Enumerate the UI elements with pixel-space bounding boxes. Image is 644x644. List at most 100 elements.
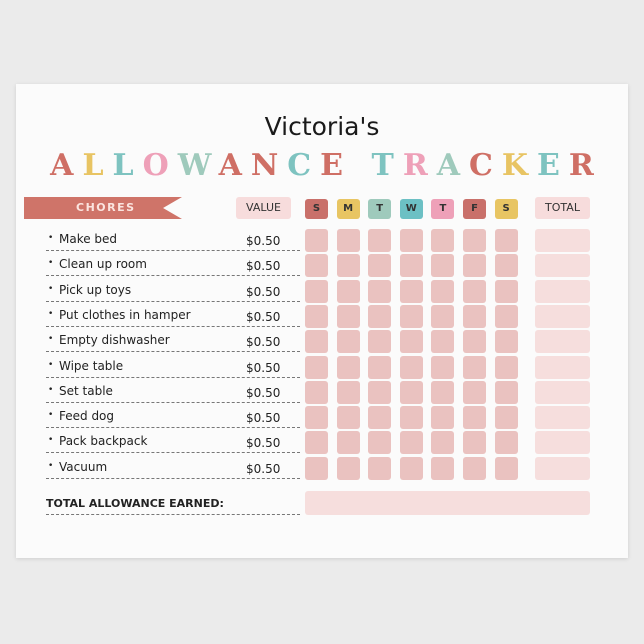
check-cell[interactable] — [305, 330, 328, 354]
check-cell[interactable] — [494, 431, 518, 455]
chore-name: Feed dog — [59, 409, 115, 424]
check-cell[interactable] — [368, 254, 392, 278]
row-total-cell[interactable] — [535, 330, 590, 354]
check-cell[interactable] — [368, 431, 392, 455]
day-header: S — [305, 199, 328, 219]
day-header: S — [494, 199, 518, 219]
check-cell[interactable] — [399, 431, 423, 455]
check-cell[interactable] — [368, 330, 392, 354]
bullet: • — [48, 359, 54, 370]
day-header: T — [431, 199, 455, 219]
check-cell[interactable] — [494, 279, 518, 303]
check-cell[interactable] — [336, 406, 360, 430]
check-cell[interactable] — [494, 330, 518, 354]
check-cell[interactable] — [463, 406, 486, 430]
check-cell[interactable] — [368, 380, 392, 404]
chore-value: $0.50 — [246, 335, 281, 350]
check-cell[interactable] — [431, 380, 455, 404]
check-cell[interactable] — [305, 456, 328, 480]
check-cell[interactable] — [463, 431, 486, 455]
row-total-cell[interactable] — [535, 229, 590, 252]
check-cell[interactable] — [431, 304, 455, 328]
check-cell[interactable] — [336, 431, 360, 455]
check-cell[interactable] — [399, 406, 423, 430]
check-cell[interactable] — [494, 254, 518, 278]
title-letter: L — [82, 148, 113, 183]
check-cell[interactable] — [368, 229, 392, 252]
check-cell[interactable] — [431, 456, 455, 480]
check-cell[interactable] — [305, 406, 328, 430]
check-cell[interactable] — [368, 304, 392, 328]
row-total-cell[interactable] — [535, 380, 590, 404]
check-cell[interactable] — [431, 431, 455, 455]
value-header: VALUE — [236, 197, 291, 219]
check-cell[interactable] — [463, 254, 486, 278]
row-total-cell[interactable] — [535, 304, 590, 328]
check-cell[interactable] — [305, 304, 328, 328]
check-cell[interactable] — [305, 279, 328, 303]
check-cell[interactable] — [463, 304, 486, 328]
check-cell[interactable] — [463, 330, 486, 354]
check-cell[interactable] — [494, 229, 518, 252]
row-total-cell[interactable] — [535, 431, 590, 455]
row-total-cell[interactable] — [535, 406, 590, 430]
check-cell[interactable] — [305, 355, 328, 379]
check-cell[interactable] — [336, 456, 360, 480]
check-cell[interactable] — [305, 380, 328, 404]
check-cell[interactable] — [494, 355, 518, 379]
check-cell[interactable] — [336, 380, 360, 404]
check-cell[interactable] — [336, 304, 360, 328]
check-cell[interactable] — [431, 355, 455, 379]
check-cell[interactable] — [399, 330, 423, 354]
check-cell[interactable] — [336, 229, 360, 252]
check-cell[interactable] — [399, 380, 423, 404]
check-cell[interactable] — [305, 254, 328, 278]
row-total-cell[interactable] — [535, 355, 590, 379]
check-cell[interactable] — [494, 406, 518, 430]
title-letter: R — [402, 148, 437, 183]
chore-name: Make bed — [59, 232, 118, 246]
check-cell[interactable] — [336, 355, 360, 379]
row-total-cell[interactable] — [535, 279, 590, 303]
check-cell[interactable] — [494, 304, 518, 328]
check-cell[interactable] — [399, 355, 423, 379]
chore-name: Clean up room — [59, 257, 147, 272]
check-cell[interactable] — [368, 456, 392, 480]
check-cell[interactable] — [336, 330, 360, 354]
check-cell[interactable] — [463, 229, 486, 252]
check-cell[interactable] — [431, 406, 455, 430]
check-cell[interactable] — [399, 456, 423, 480]
check-cell[interactable] — [431, 229, 455, 252]
chore-row: • Pick up toys $0.50 — [46, 280, 300, 302]
title-letter: N — [250, 148, 288, 183]
check-cell[interactable] — [368, 355, 392, 379]
total-allowance-field[interactable] — [305, 491, 590, 515]
check-cell[interactable] — [368, 406, 392, 430]
check-cell[interactable] — [494, 456, 518, 480]
check-cell[interactable] — [305, 431, 328, 455]
check-cell[interactable] — [399, 279, 423, 303]
check-cell[interactable] — [399, 304, 423, 328]
check-cell[interactable] — [431, 330, 455, 354]
chore-value: $0.50 — [246, 309, 281, 324]
bullet: • — [48, 258, 54, 269]
check-cell[interactable] — [463, 380, 486, 404]
check-cell[interactable] — [368, 279, 392, 303]
check-cell[interactable] — [399, 254, 423, 278]
check-cell[interactable] — [399, 229, 423, 252]
check-cell[interactable] — [431, 254, 455, 278]
check-cell[interactable] — [336, 254, 360, 278]
check-cell[interactable] — [463, 355, 486, 379]
check-cell[interactable] — [431, 279, 455, 303]
check-cell[interactable] — [494, 380, 518, 404]
check-cell[interactable] — [305, 229, 328, 252]
check-cell[interactable] — [463, 279, 486, 303]
chore-name: Empty dishwasher — [59, 333, 170, 348]
row-total-cell[interactable] — [535, 254, 590, 278]
row-total-cell[interactable] — [535, 456, 590, 480]
chore-row: • Vacuum $0.50 — [46, 457, 300, 479]
check-cell[interactable] — [336, 279, 360, 303]
check-cell[interactable] — [463, 456, 486, 480]
chore-row: • Empty dishwasher $0.50 — [46, 330, 300, 353]
chore-value: $0.50 — [246, 411, 281, 426]
